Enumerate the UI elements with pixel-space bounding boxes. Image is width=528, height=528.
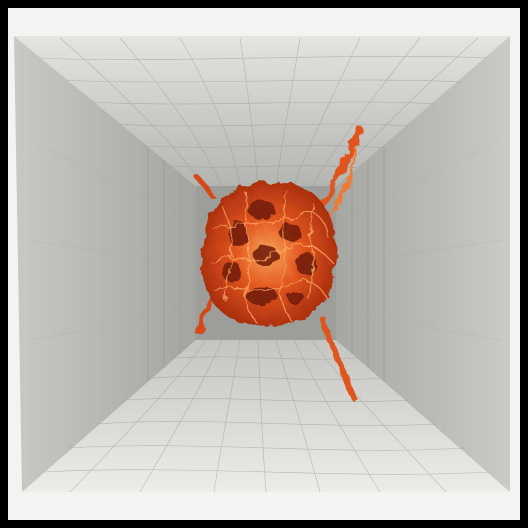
floor-surface bbox=[22, 340, 510, 492]
wall-panels bbox=[147, 147, 385, 381]
ceiling-mesh bbox=[39, 37, 487, 187]
fibrous-sphere bbox=[193, 126, 364, 401]
side-wall-mesh bbox=[29, 139, 503, 341]
floor-mesh bbox=[43, 339, 491, 493]
ceiling-surface bbox=[14, 36, 510, 186]
left-wall bbox=[14, 36, 196, 492]
